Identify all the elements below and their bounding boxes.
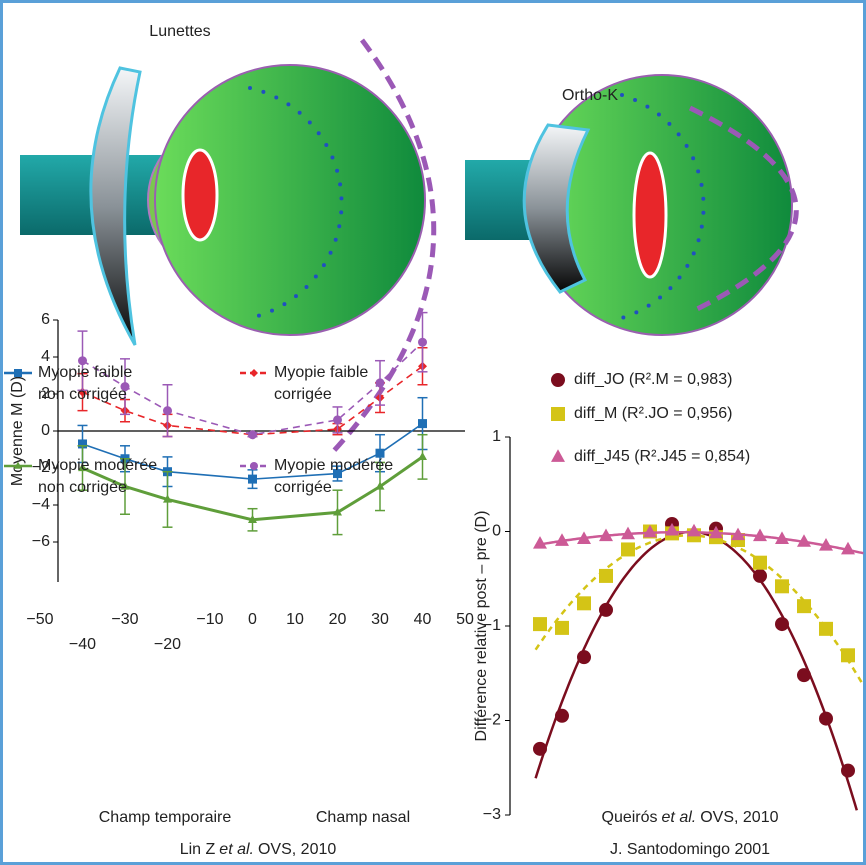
x-tick-label: −50 xyxy=(26,611,53,628)
source-part: et al. xyxy=(662,809,697,826)
x-tick-label: 40 xyxy=(414,611,432,628)
marker xyxy=(533,617,547,631)
x-tick-label: −40 xyxy=(69,636,96,653)
marker xyxy=(418,419,427,428)
illustration-label: Lunettes xyxy=(149,23,210,40)
source-part: et al. xyxy=(219,841,254,858)
x-tick-label: 20 xyxy=(329,611,347,628)
legend-label: diff_J45 (R².J45 = 0,854) xyxy=(574,448,750,465)
marker xyxy=(248,475,257,484)
y-axis-label: Différence relative post – pre (D) xyxy=(473,511,490,742)
legend-label: diff_M (R².JO = 0,956) xyxy=(574,405,732,422)
source-part: Queirós xyxy=(602,809,658,826)
marker xyxy=(819,712,833,726)
x-annotation: Champ temporaire xyxy=(99,809,232,826)
y-tick-label: 6 xyxy=(41,311,50,328)
marker xyxy=(753,556,767,570)
x-tick-label: 30 xyxy=(371,611,389,628)
x-tick-label: −30 xyxy=(111,611,138,628)
marker xyxy=(248,430,257,439)
marker xyxy=(797,599,811,613)
marker xyxy=(841,648,855,662)
marker xyxy=(533,742,547,756)
x-tick-label: −10 xyxy=(196,611,223,628)
x-tick-label: 50 xyxy=(456,611,474,628)
x-tick-label: 0 xyxy=(248,611,257,628)
marker xyxy=(599,569,613,583)
y-tick-label: 0 xyxy=(41,422,50,439)
illustration-label: Ortho-K xyxy=(562,87,618,104)
source-part: OVS, 2010 xyxy=(258,841,336,858)
marker xyxy=(753,569,767,583)
marker xyxy=(418,338,427,347)
marker xyxy=(621,542,635,556)
marker xyxy=(555,621,569,635)
source-part: Lin Z xyxy=(180,841,216,858)
y-tick-label: 0 xyxy=(492,523,501,540)
marker xyxy=(163,406,172,415)
y-tick-label: −6 xyxy=(32,533,50,550)
x-tick-label: 10 xyxy=(286,611,304,628)
x-tick-label: −20 xyxy=(154,636,181,653)
figure: Lunettes Ortho-K 6420−2−4−6−50−40−30−20−… xyxy=(0,0,866,865)
marker xyxy=(841,764,855,778)
marker xyxy=(14,369,22,377)
marker xyxy=(599,603,613,617)
credit: J. Santodomingo 2001 xyxy=(610,841,770,858)
marker xyxy=(577,596,591,610)
marker xyxy=(333,415,342,424)
source-part: OVS, 2010 xyxy=(700,809,778,826)
legend-label: Myopie faible non corrigée xyxy=(38,362,163,406)
legend-label: Myopie faible corrigée xyxy=(274,362,399,406)
figure-canvas: Lunettes Ortho-K 6420−2−4−6−50−40−30−20−… xyxy=(0,0,866,865)
y-tick-label: −3 xyxy=(483,806,501,823)
marker xyxy=(555,709,569,723)
marker xyxy=(819,622,833,636)
marker xyxy=(551,373,565,387)
marker xyxy=(775,617,789,631)
marker xyxy=(775,579,789,593)
legend-label: Myopie modérée non corrigée xyxy=(38,455,163,499)
marker xyxy=(250,462,258,470)
x-annotation: Champ nasal xyxy=(316,809,410,826)
legend-label: Myopie modérée corrigée xyxy=(274,455,399,499)
marker xyxy=(551,407,565,421)
y-tick-label: 1 xyxy=(492,428,501,445)
y-axis-label: Moyenne M (D) xyxy=(9,376,26,486)
marker xyxy=(577,650,591,664)
marker xyxy=(797,668,811,682)
legend-label: diff_JO (R².M = 0,983) xyxy=(574,371,732,388)
